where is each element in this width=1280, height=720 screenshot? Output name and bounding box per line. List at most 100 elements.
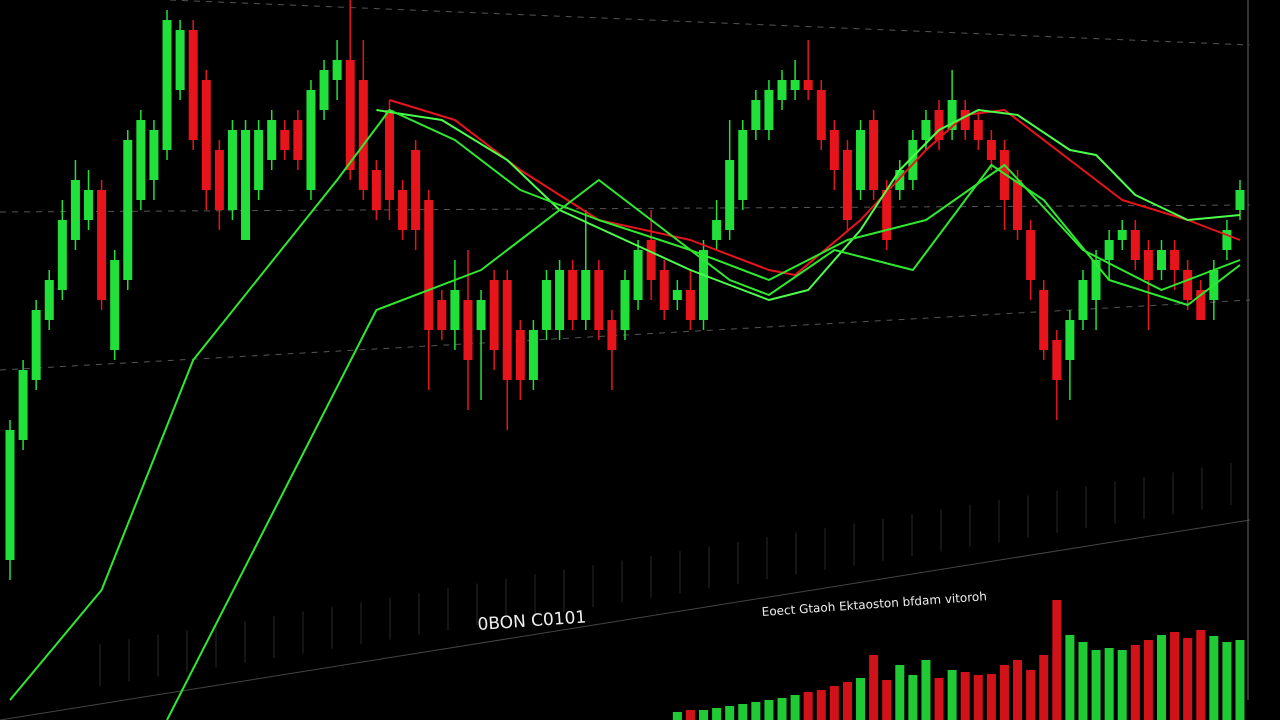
candle-body xyxy=(424,200,434,330)
volume-bar xyxy=(829,686,839,720)
candle-body xyxy=(188,30,198,140)
volume-bar xyxy=(699,710,709,720)
volume-bar xyxy=(1078,642,1088,720)
candle-body xyxy=(515,330,525,380)
volume-bar xyxy=(1222,642,1232,720)
candle-body xyxy=(829,130,839,170)
candle-body xyxy=(699,250,709,320)
candle-body xyxy=(712,220,722,240)
candle-body xyxy=(685,290,695,320)
candle-body xyxy=(476,300,486,330)
candle-body xyxy=(149,130,159,180)
candle-body xyxy=(437,300,447,330)
volume-bar xyxy=(869,655,879,720)
volume-bar xyxy=(738,704,748,720)
volume-bar xyxy=(921,660,931,720)
candle-body xyxy=(803,80,813,90)
volume-bar xyxy=(751,702,761,720)
volume-bar xyxy=(790,695,800,720)
volume-bar xyxy=(973,675,983,720)
candle-body xyxy=(764,90,774,130)
candle-body xyxy=(581,270,591,320)
volume-bar xyxy=(712,708,722,720)
candle-body xyxy=(5,430,15,560)
candle-body xyxy=(908,140,918,180)
volume-bar xyxy=(1156,635,1166,720)
candle-body xyxy=(411,150,421,230)
candle-body xyxy=(1039,290,1049,350)
candle-body xyxy=(541,280,551,330)
volume-bar xyxy=(1130,645,1140,720)
time-ticks xyxy=(99,463,1232,686)
candle-body xyxy=(1065,320,1075,360)
candle-body xyxy=(738,130,748,200)
volume-bar xyxy=(725,706,735,720)
volume-bar xyxy=(1143,640,1153,720)
candle-body xyxy=(162,20,172,150)
candle-body xyxy=(70,180,80,240)
volume-bar xyxy=(1209,636,1219,720)
candle-body xyxy=(1183,270,1193,300)
candle-body xyxy=(568,270,578,320)
candle-body xyxy=(332,60,342,80)
candle-body xyxy=(306,90,316,190)
candle-body xyxy=(123,140,133,280)
volume-bar xyxy=(986,674,996,720)
candle-body xyxy=(1222,230,1232,250)
volume-bar xyxy=(816,690,826,720)
perspective-line xyxy=(0,519,1251,720)
candle-body xyxy=(528,330,538,380)
volume-bar xyxy=(1052,600,1062,720)
candle-body xyxy=(293,120,303,160)
candle-body xyxy=(594,270,604,330)
volume-bar xyxy=(1170,632,1180,720)
candle-body xyxy=(790,80,800,90)
candle-body xyxy=(1235,190,1245,210)
candle-body xyxy=(973,120,983,140)
candle-body xyxy=(1078,280,1088,320)
candle-body xyxy=(201,80,211,190)
candle-body xyxy=(450,290,460,330)
candle-body xyxy=(999,150,1009,200)
candle-body xyxy=(489,280,499,350)
volume-bar xyxy=(842,682,852,720)
candle-body xyxy=(1170,250,1180,270)
candle-body xyxy=(84,190,94,220)
candle-body xyxy=(1156,250,1166,270)
candle-body xyxy=(175,30,185,90)
volume-bar xyxy=(764,700,774,720)
candle-body xyxy=(241,130,251,240)
candle-body xyxy=(1130,230,1140,260)
candle-body xyxy=(842,150,852,220)
candle-body xyxy=(934,110,944,140)
candle-body xyxy=(1104,240,1114,260)
candle-body xyxy=(214,150,224,210)
candle-body xyxy=(136,120,146,200)
candle-body xyxy=(1117,230,1127,240)
candle-body xyxy=(960,110,970,130)
candle-body xyxy=(555,270,565,330)
candle-body xyxy=(1091,260,1101,300)
volume-bar xyxy=(1039,655,1049,720)
candle-body xyxy=(1143,250,1153,280)
candle-body xyxy=(895,170,905,190)
volume-bar xyxy=(1117,650,1127,720)
candle-body xyxy=(725,160,735,230)
moving-average-line xyxy=(389,99,1241,276)
candle-body xyxy=(777,80,787,100)
candle-body xyxy=(646,240,656,280)
volume-bar xyxy=(1026,670,1036,720)
volume-bar xyxy=(1065,635,1075,720)
candle-body xyxy=(110,260,120,350)
candle-body xyxy=(358,80,368,190)
candle-body xyxy=(1196,290,1206,320)
candle-body xyxy=(672,290,682,300)
candle-body xyxy=(882,190,892,240)
candle-body xyxy=(986,140,996,160)
volume-bar xyxy=(934,678,944,720)
candle-body xyxy=(398,190,408,230)
candle-body xyxy=(463,300,473,360)
candle-body xyxy=(267,120,277,160)
